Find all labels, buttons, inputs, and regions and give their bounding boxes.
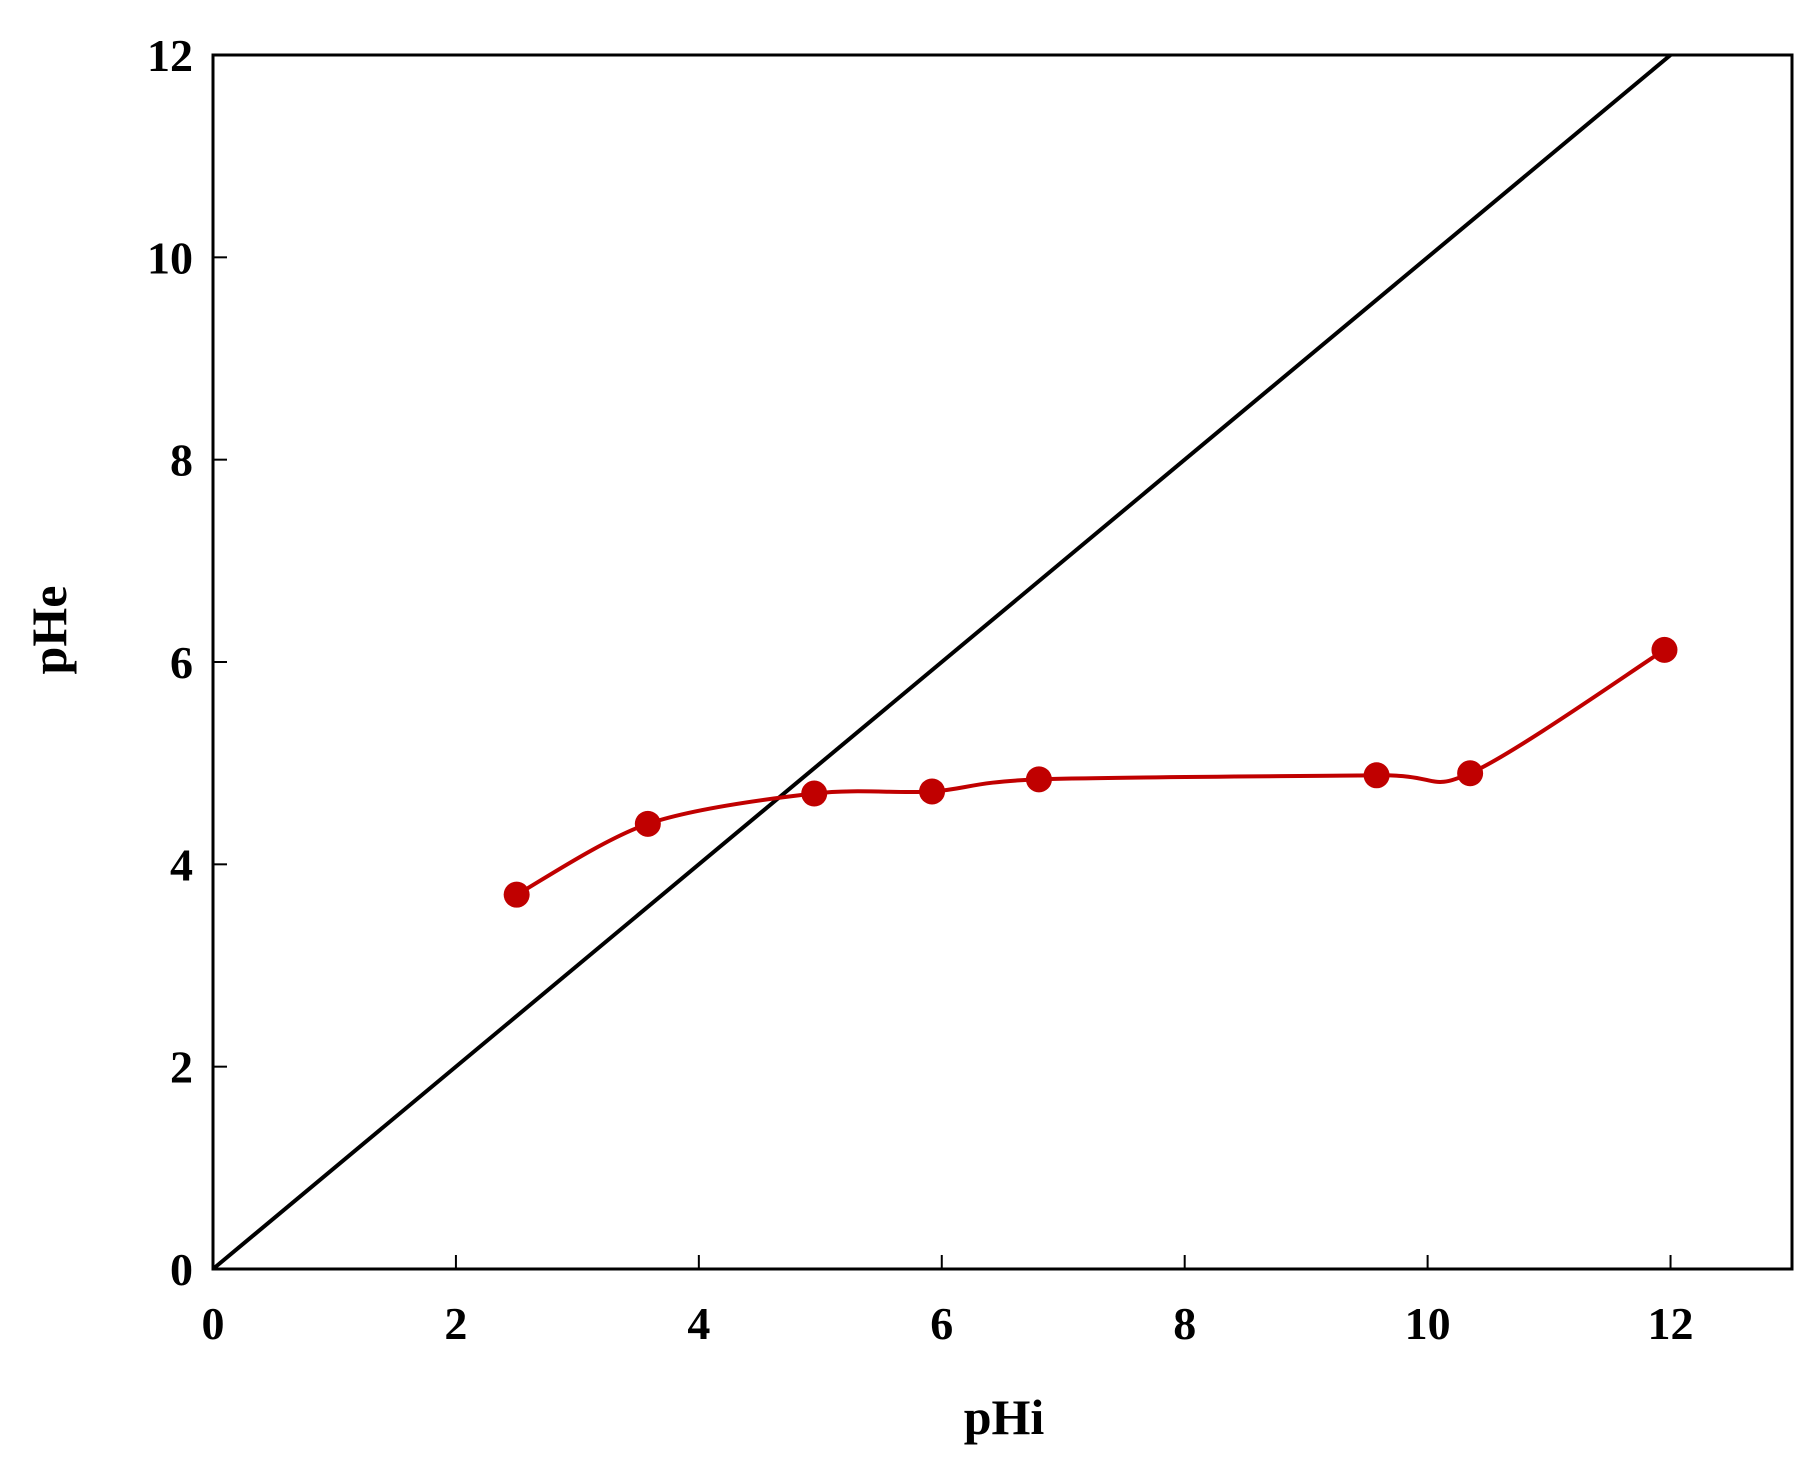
series-layer — [211, 53, 1678, 1271]
y-tick-label-1: 2 — [170, 1042, 193, 1093]
series-1-point-4 — [1025, 766, 1052, 793]
x-tick-label-3: 6 — [930, 1298, 953, 1349]
y-tick-label-3: 6 — [170, 637, 193, 688]
series-1-line — [515, 648, 1666, 897]
y-axis-title: pHe — [21, 586, 77, 675]
ticks-layer — [212, 54, 1672, 1270]
plot-frame — [211, 53, 1794, 1271]
y-tick-label-6: 12 — [147, 30, 193, 81]
tick-labels-layer: 0 2 4 6 8 10 12 0 2 4 6 8 10 12 — [147, 30, 1694, 1349]
x-tick-label-2: 4 — [687, 1298, 710, 1349]
y-tick-label-2: 4 — [170, 839, 193, 890]
series-1-point-1 — [634, 810, 661, 837]
series-0-line — [211, 53, 1672, 1271]
x-tick-label-5: 10 — [1405, 1298, 1451, 1349]
y-tick-label-5: 10 — [147, 232, 193, 283]
series-1-point-3 — [919, 778, 946, 805]
x-tick-label-4: 8 — [1173, 1298, 1196, 1349]
series-1-point-6 — [1457, 760, 1484, 787]
series-1-point-7 — [1651, 636, 1678, 663]
x-tick-label-6: 12 — [1648, 1298, 1694, 1349]
y-tick-label-0: 0 — [170, 1244, 193, 1295]
series-1-point-2 — [801, 780, 828, 807]
x-tick-label-1: 2 — [444, 1298, 467, 1349]
plot-frame-layer — [211, 53, 1794, 1271]
y-tick-label-4: 8 — [170, 435, 193, 486]
x-tick-label-0: 0 — [202, 1298, 225, 1349]
x-axis-title: pHi — [964, 1389, 1045, 1445]
series-1-point-0 — [503, 881, 530, 908]
series-1-point-5 — [1363, 762, 1390, 789]
